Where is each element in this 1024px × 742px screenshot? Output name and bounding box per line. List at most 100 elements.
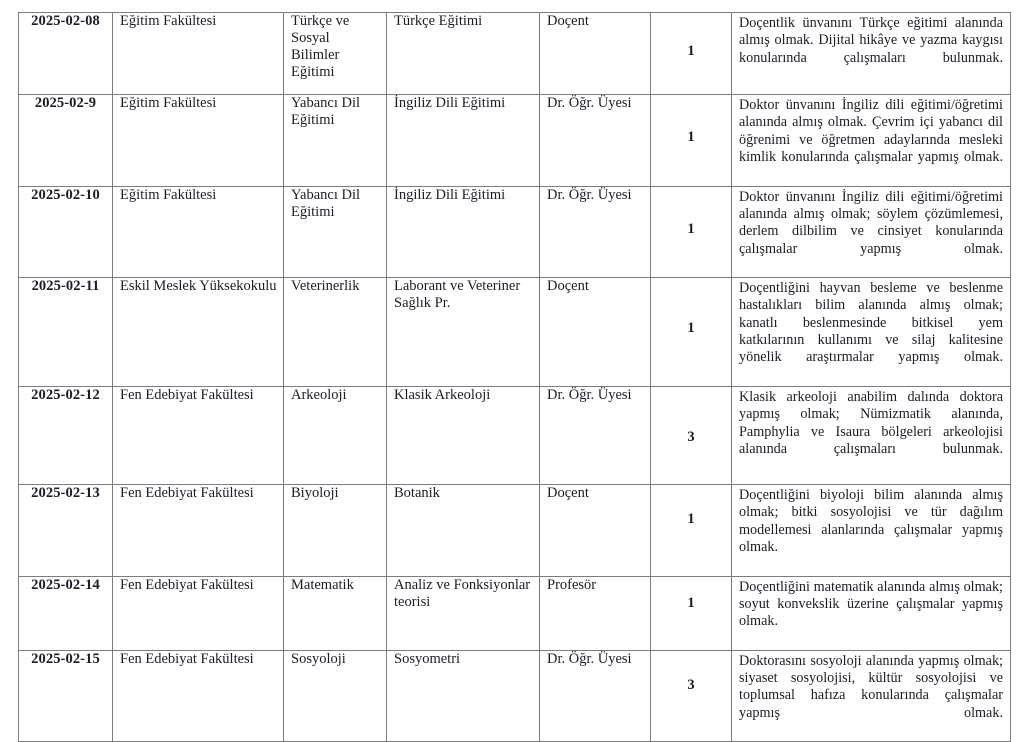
cell-adet: 1 (650, 94, 732, 187)
table-row: 2025-02-15 Fen Edebiyat Fakültesi Sosyol… (18, 649, 1011, 742)
cell-adet: 1 (650, 185, 732, 279)
adet-text: 1 (687, 129, 695, 145)
unvan-text: Doçent (547, 13, 589, 29)
cell-unvan: Doçent (539, 277, 651, 387)
aciklama-text: Doçentliğini hayvan besleme ve beslenme … (739, 280, 1003, 366)
cell-bolum: Sosyoloji (283, 649, 387, 742)
cell-adet: 3 (650, 649, 732, 742)
birim-text: Eğitim Fakültesi (120, 186, 217, 203)
document-page: 2025-02-08 Eğitim Fakültesi Türkçe ve So… (18, 12, 1011, 742)
ilan-tarihi-text: 2025-02-9 (34, 95, 97, 111)
cell-bolum: Arkeoloji (283, 386, 387, 485)
cell-adet: 1 (650, 12, 732, 95)
cell-birim: Fen Edebiyat Fakültesi (112, 575, 284, 651)
ilan-tarihi-text: 2025-02-15 (31, 650, 100, 667)
cell-birim: Eskil Meslek Yüksekokulu (112, 277, 284, 387)
table-row: 2025-02-9 Eğitim Fakültesi Yabancı Dil E… (18, 94, 1011, 187)
birim-text: Eskil Meslek Yüksekokulu (120, 278, 277, 295)
cell-unvan: Profesör (539, 575, 651, 651)
cell-anabilim-dali: Türkçe Eğitimi (386, 12, 540, 95)
cell-unvan: Doçent (539, 484, 651, 577)
bolum-text: Yabancı Dil Eğitimi (291, 186, 361, 220)
aciklama-text: Doçentliğini matematik alanında almış ol… (739, 578, 1003, 630)
cell-anabilim-dali: İngiliz Dili Eğitimi (386, 94, 540, 187)
table-row: 2025-02-14 Fen Edebiyat Fakültesi Matema… (18, 575, 1011, 651)
cell-unvan: Dr. Öğr. Üyesi (539, 94, 651, 187)
birim-text: Eğitim Fakültesi (120, 13, 217, 29)
cell-birim: Fen Edebiyat Fakültesi (112, 484, 284, 577)
cell-ilan-tarihi: 2025-02-14 (18, 575, 113, 651)
unvan-text: Dr. Öğr. Üyesi (547, 186, 632, 203)
adet-text: 3 (687, 429, 695, 445)
unvan-text: Doçent (547, 485, 589, 501)
cell-adet: 3 (650, 386, 732, 485)
cell-anabilim-dali: Laborant ve Veteriner Sağlık Pr. (386, 277, 540, 387)
birim-text: Fen Edebiyat Fakültesi (120, 650, 254, 667)
ilan-tarihi-text: 2025-02-08 (31, 13, 100, 29)
table-row: 2025-02-08 Eğitim Fakültesi Türkçe ve So… (18, 12, 1011, 95)
cell-bolum: Yabancı Dil Eğitimi (283, 185, 387, 279)
anabilim-dali-text: Analiz ve Fonksiyonlar teorisi (394, 576, 531, 610)
ilan-tarihi-text: 2025-02-10 (31, 186, 100, 203)
cell-aciklama: Doçentlik ünvanını Türkçe eğitimi alanın… (731, 12, 1011, 95)
cell-anabilim-dali: Sosyometri (386, 649, 540, 742)
anabilim-dali-text: İngiliz Dili Eğitimi (394, 186, 506, 203)
cell-aciklama: Klasik arkeoloji anabilim dalında doktor… (731, 386, 1011, 485)
unvan-text: Profesör (547, 576, 597, 593)
birim-text: Fen Edebiyat Fakültesi (120, 387, 254, 403)
anabilim-dali-text: Türkçe Eğitimi (394, 13, 483, 29)
ilan-tarihi-text: 2025-02-14 (31, 576, 100, 593)
unvan-text: Dr. Öğr. Üyesi (547, 650, 632, 667)
birim-text: Fen Edebiyat Fakültesi (120, 485, 254, 501)
cell-ilan-tarihi: 2025-02-9 (18, 94, 113, 187)
cell-aciklama: Doktor ünvanını İngiliz dili eğitimi/öğr… (731, 185, 1011, 279)
cell-birim: Eğitim Fakültesi (112, 185, 284, 279)
adet-text: 1 (687, 511, 695, 527)
unvan-text: Dr. Öğr. Üyesi (547, 95, 632, 111)
cell-bolum: Yabancı Dil Eğitimi (283, 94, 387, 187)
cell-unvan: Dr. Öğr. Üyesi (539, 649, 651, 742)
table-row: 2025-02-10 Eğitim Fakültesi Yabancı Dil … (18, 185, 1011, 279)
cell-bolum: Türkçe ve Sosyal Bilimler Eğitimi (283, 12, 387, 95)
cell-unvan: Dr. Öğr. Üyesi (539, 386, 651, 485)
unvan-text: Dr. Öğr. Üyesi (547, 387, 632, 403)
anabilim-dali-text: Laborant ve Veteriner Sağlık Pr. (394, 278, 521, 312)
table-row: 2025-02-12 Fen Edebiyat Fakültesi Arkeol… (18, 386, 1011, 485)
birim-text: Fen Edebiyat Fakültesi (120, 576, 254, 593)
cell-adet: 1 (650, 484, 732, 577)
cell-bolum: Veterinerlik (283, 277, 387, 387)
cell-aciklama: Doktorasını sosyoloji alanında yapmış ol… (731, 649, 1011, 742)
birim-text: Eğitim Fakültesi (120, 95, 217, 111)
adet-text: 1 (687, 320, 695, 337)
aciklama-text: Doktor ünvanını İngiliz dili eğitimi/öğr… (739, 97, 1003, 165)
ilan-tarihi-text: 2025-02-11 (31, 278, 100, 295)
cell-adet: 1 (650, 575, 732, 651)
cell-aciklama: Doçentliğini biyoloji bilim alanında alm… (731, 484, 1011, 577)
anabilim-dali-text: Botanik (394, 485, 440, 501)
aciklama-text: Doçentliğini biyoloji bilim alanında alm… (739, 487, 1003, 555)
table-body: 2025-02-08 Eğitim Fakültesi Türkçe ve So… (18, 12, 1011, 742)
aciklama-text: Doktor ünvanını İngiliz dili eğitimi/öğr… (739, 188, 1003, 257)
aciklama-text: Doktorasını sosyoloji alanında yapmış ol… (739, 652, 1003, 721)
bolum-text: Matematik (291, 576, 354, 593)
cell-ilan-tarihi: 2025-02-12 (18, 386, 113, 485)
table-row: 2025-02-11 Eskil Meslek Yüksekokulu Vete… (18, 277, 1011, 387)
cell-birim: Fen Edebiyat Fakültesi (112, 386, 284, 485)
cell-aciklama: Doktor ünvanını İngiliz dili eğitimi/öğr… (731, 94, 1011, 187)
aciklama-text: Klasik arkeoloji anabilim dalında doktor… (739, 389, 1003, 457)
table-row: 2025-02-13 Fen Edebiyat Fakültesi Biyolo… (18, 484, 1011, 577)
cell-anabilim-dali: Klasik Arkeoloji (386, 386, 540, 485)
cell-birim: Fen Edebiyat Fakültesi (112, 649, 284, 742)
adet-text: 1 (687, 43, 695, 59)
cell-aciklama: Doçentliğini hayvan besleme ve beslenme … (731, 277, 1011, 387)
cell-anabilim-dali: Botanik (386, 484, 540, 577)
academic-vacancy-table: 2025-02-08 Eğitim Fakültesi Türkçe ve So… (18, 12, 1011, 742)
cell-aciklama: Doçentliğini matematik alanında almış ol… (731, 575, 1011, 651)
ilan-tarihi-text: 2025-02-12 (31, 387, 100, 403)
bolum-text: Yabancı Dil Eğitimi (291, 95, 361, 129)
cell-unvan: Dr. Öğr. Üyesi (539, 185, 651, 279)
cell-unvan: Doçent (539, 12, 651, 95)
cell-ilan-tarihi: 2025-02-08 (18, 12, 113, 95)
cell-bolum: Biyoloji (283, 484, 387, 577)
cell-adet: 1 (650, 277, 732, 387)
